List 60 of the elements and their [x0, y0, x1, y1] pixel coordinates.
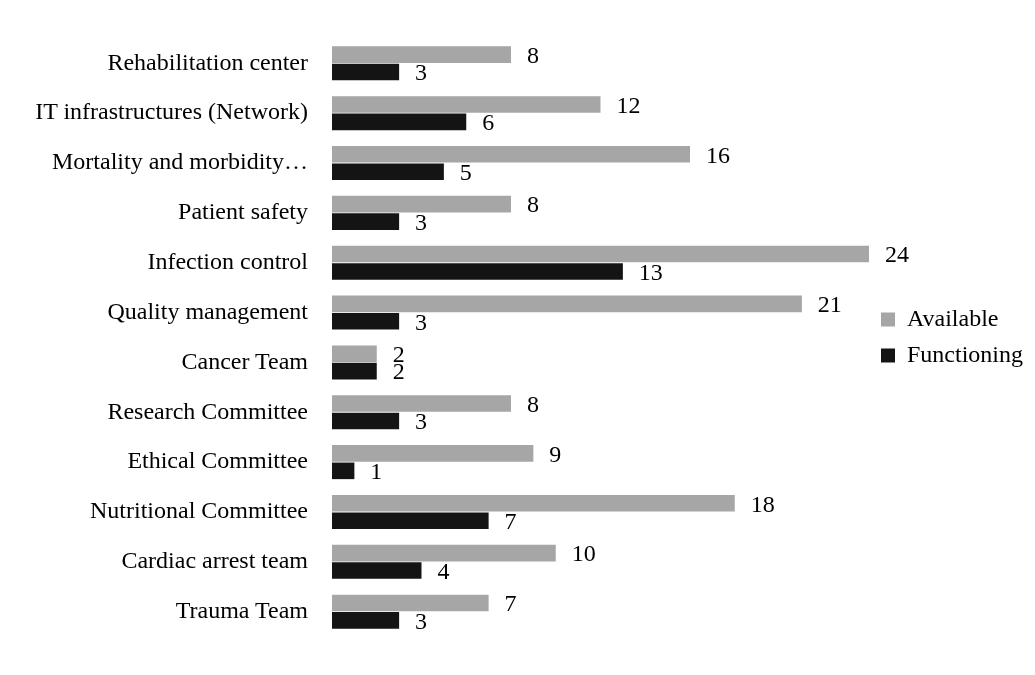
- data-label: 16: [706, 141, 730, 168]
- bar: [332, 195, 511, 213]
- bar: [332, 313, 400, 330]
- y-tick-label: Mortality and morbidity…: [52, 148, 308, 175]
- data-label: 8: [527, 41, 539, 68]
- data-label: 13: [638, 258, 663, 285]
- bar: [332, 362, 377, 380]
- bar: [332, 594, 489, 612]
- bar: [332, 345, 377, 362]
- data-label: 4: [437, 557, 450, 584]
- data-label: 8: [527, 390, 539, 417]
- data-label: 3: [415, 308, 428, 335]
- legend-label: Available: [907, 304, 999, 331]
- data-label: 3: [415, 408, 428, 435]
- bar: [332, 96, 601, 113]
- bar: [332, 562, 422, 579]
- bar: [332, 146, 690, 163]
- data-label: 1: [370, 458, 383, 485]
- y-tick-label: IT infrastructures (Network): [35, 98, 308, 125]
- bar: [332, 612, 400, 629]
- bar: [332, 462, 355, 480]
- y-tick-label: Quality management: [107, 297, 309, 324]
- data-label: 10: [571, 540, 596, 567]
- y-tick-label: Patient safety: [178, 198, 308, 225]
- data-label: 8: [527, 191, 539, 218]
- y-tick-label: Infection control: [147, 248, 309, 275]
- y-tick-label: Research Committee: [107, 397, 308, 424]
- data-label: 3: [415, 208, 428, 235]
- y-tick-label: Ethical Committee: [127, 447, 308, 474]
- bar: [332, 412, 400, 430]
- y-tick-label: Cancer Team: [181, 347, 309, 374]
- data-label: 18: [750, 490, 775, 517]
- bar: [332, 494, 735, 512]
- bar: [332, 213, 400, 230]
- bar: [332, 113, 467, 131]
- bar: [332, 395, 511, 412]
- bar: [332, 63, 400, 81]
- bar: [332, 512, 489, 529]
- bar: [332, 245, 869, 263]
- data-label: 3: [415, 607, 428, 634]
- data-label: 7: [504, 590, 517, 617]
- data-label: 6: [482, 109, 495, 136]
- data-label: 24: [885, 241, 909, 268]
- data-label: 21: [817, 291, 842, 318]
- bar: [332, 544, 556, 562]
- bar: [332, 295, 802, 313]
- bar: [332, 163, 444, 181]
- data-label: 12: [616, 91, 641, 118]
- bar: [332, 263, 623, 280]
- y-tick-label: Rehabilitation center: [107, 48, 308, 75]
- data-label: 9: [549, 440, 562, 467]
- data-label: 3: [415, 59, 428, 86]
- y-tick-label: Cardiac arrest team: [121, 547, 309, 574]
- data-label: 5: [459, 159, 472, 186]
- bar: [332, 445, 534, 462]
- data-label: 7: [504, 508, 517, 534]
- legend-label: Functioning: [907, 340, 1024, 367]
- y-tick-label: Nutritional Committee: [90, 497, 308, 524]
- y-tick-label: Trauma Team: [175, 596, 309, 623]
- bar: [332, 46, 511, 63]
